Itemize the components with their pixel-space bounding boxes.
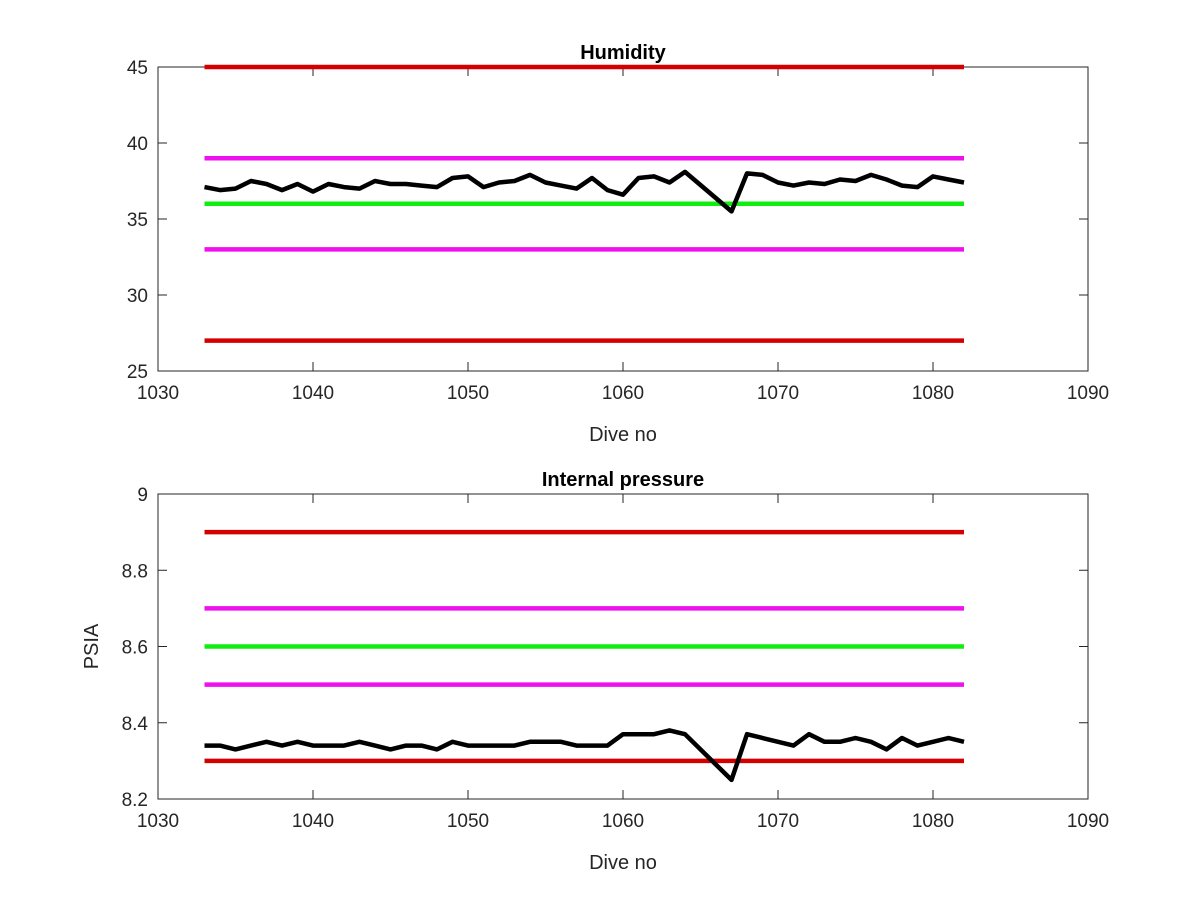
data-series-line: [204, 169, 965, 214]
y-tick-label: 8.8: [122, 561, 148, 582]
y-tick-label: 8.4: [122, 714, 149, 735]
x-tick-label: 1090: [1067, 811, 1109, 832]
x-tick-label: 1070: [757, 811, 799, 832]
y-tick-label: 35: [127, 210, 148, 231]
x-tick-label: 1070: [757, 383, 799, 404]
chart-title: Humidity: [580, 42, 666, 64]
x-tick-label: 1040: [292, 383, 334, 404]
humidity-panel: 1030 1040 1050 1060 1070 1080 1090 25 30 35 40 45 Hu…: [127, 42, 1109, 446]
internal-pressure-panel: 1030 1040 1050 1060 1070 1080 1090 8.2 8.4 8.6 8.8…: [81, 469, 1109, 874]
x-tick-label: 1080: [912, 811, 954, 832]
y-tick-label: 45: [127, 58, 148, 79]
x-tick-label: 1080: [912, 383, 954, 404]
x-axis-label: Dive no: [589, 424, 657, 446]
chart-title: Internal pressure: [542, 469, 704, 491]
y-tick-label: 40: [127, 134, 148, 155]
x-tick-label: 1060: [602, 811, 644, 832]
y-tick-label: 8.2: [122, 790, 148, 811]
x-tick-label: 1050: [447, 383, 489, 404]
y-tick-label: 9: [137, 485, 148, 506]
x-axis-label: Dive no: [589, 852, 657, 874]
data-series-line: [204, 728, 965, 783]
x-tick-label: 1040: [292, 811, 334, 832]
y-tick-label: 30: [127, 286, 148, 307]
y-axis-label: PSIA: [81, 623, 103, 669]
x-tick-label: 1090: [1067, 383, 1109, 404]
y-tick-label: 25: [127, 362, 148, 383]
y-tick-label: 8.6: [122, 638, 148, 659]
x-tick-label: 1060: [602, 383, 644, 404]
axes-frame: [157, 66, 1089, 372]
x-tick-label: 1030: [137, 811, 179, 832]
x-tick-label: 1030: [137, 383, 179, 404]
x-tick-label: 1050: [447, 811, 489, 832]
